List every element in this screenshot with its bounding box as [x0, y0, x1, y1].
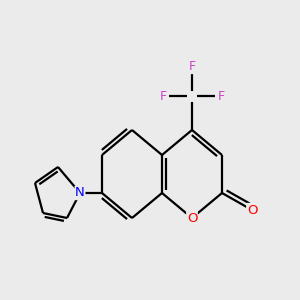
Text: N: N — [75, 187, 85, 200]
Text: O: O — [247, 203, 257, 217]
Text: F: F — [188, 61, 196, 74]
Text: O: O — [187, 212, 197, 224]
Text: F: F — [218, 89, 225, 103]
Text: F: F — [159, 89, 167, 103]
